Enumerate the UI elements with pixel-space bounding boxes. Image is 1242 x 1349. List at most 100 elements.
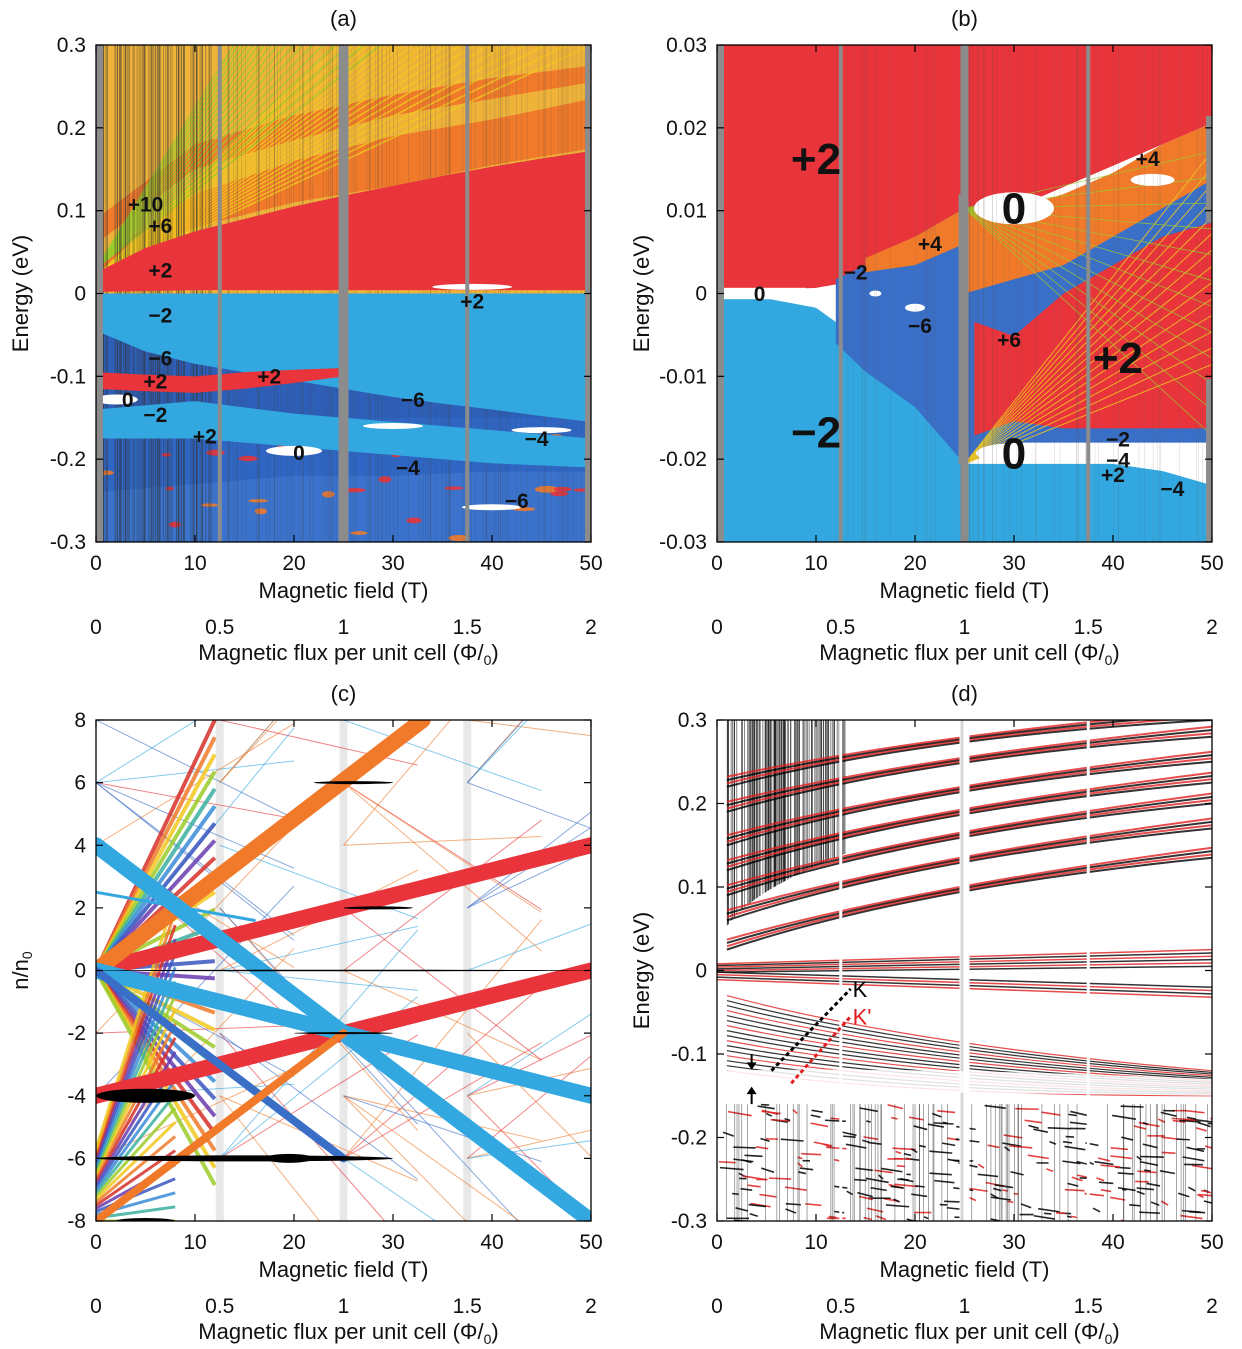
rainbow-fan <box>96 924 177 1156</box>
x2-tick-label: 2 <box>585 616 597 639</box>
gap-white <box>869 290 882 297</box>
rainbow-fan <box>96 1135 177 1204</box>
x2-tick-label: 1.5 <box>453 616 482 639</box>
lower-spectrum <box>1182 1156 1205 1162</box>
lower-spectrum <box>759 1193 777 1198</box>
lower-spectrum <box>937 1110 956 1114</box>
band-label: +6 <box>148 215 172 238</box>
weak-line <box>343 1032 519 1221</box>
black-gap <box>294 1032 393 1035</box>
green-fan <box>96 45 235 270</box>
rainbow-fan <box>96 966 177 1166</box>
x2-axis-label-main: Magnetic flux per unit cell (Φ/ <box>819 1319 1105 1344</box>
rainbow-fan <box>96 1037 177 1182</box>
lower-spectrum <box>1186 1116 1197 1120</box>
lower-spectrum <box>1003 1134 1023 1139</box>
lower-spectrum <box>780 1138 804 1142</box>
spectrum-fragment <box>350 531 368 535</box>
weak-line <box>343 782 542 952</box>
lower-spectrum <box>722 1131 735 1137</box>
lower-spectrum <box>1203 1200 1212 1204</box>
band-label: +2 <box>460 290 484 313</box>
lower-spectrum <box>895 1150 902 1155</box>
spectrum-fragment <box>343 488 366 493</box>
weak-line <box>343 1157 437 1221</box>
lower-spectrum <box>941 1142 956 1147</box>
gap-white <box>363 423 423 430</box>
x-tick-label: 20 <box>282 1231 305 1254</box>
lower-spectrum <box>1109 1196 1126 1201</box>
lower-spectrum <box>913 1125 928 1131</box>
plot-area <box>96 720 591 1221</box>
band-label: +2 <box>143 371 167 394</box>
lower-spectrum <box>1015 1107 1039 1111</box>
lower-spectrum <box>1070 1110 1089 1117</box>
black-gap <box>343 906 413 910</box>
y-tick-label: 4 <box>74 834 86 857</box>
x-tick-label: 0 <box>90 1231 102 1254</box>
band-label: −2 <box>791 408 841 457</box>
lower-spectrum <box>1196 1193 1204 1199</box>
lower-spectrum <box>824 1119 846 1123</box>
y-axis-label: Energy (eV) <box>629 235 654 352</box>
weak-line <box>219 1095 321 1221</box>
x-tick-label: 50 <box>1200 552 1223 575</box>
lower-spectrum <box>1062 1140 1073 1144</box>
x-tick-label: 0 <box>90 552 102 575</box>
lower-spectrum <box>1197 1121 1211 1128</box>
gap-white <box>974 192 1054 225</box>
band-streak <box>726 802 1212 897</box>
lower-spectrum <box>761 1110 781 1115</box>
green-fan <box>96 45 279 270</box>
band-label: +2 <box>1093 334 1143 383</box>
x2-axis-label-close: ) <box>1112 1319 1119 1344</box>
lower-spectrum <box>890 1185 904 1189</box>
lower-spectrum <box>908 1116 924 1121</box>
arrow-down-head <box>746 1062 757 1070</box>
lower-spectrum <box>757 1105 775 1110</box>
x-tick-label: 30 <box>1002 552 1025 575</box>
lower-spectrum <box>1110 1155 1132 1160</box>
x2-tick-label: 2 <box>1206 616 1218 639</box>
gap-column-line <box>960 720 964 1221</box>
x2-tick-label: 0.5 <box>826 616 855 639</box>
lower-spectrum <box>845 1143 867 1149</box>
lower-spectrum <box>1181 1209 1201 1214</box>
green-fan <box>96 45 272 270</box>
x2-tick-label: 0 <box>711 616 723 639</box>
lower-spectrum <box>1076 1160 1088 1165</box>
x-tick-label: 40 <box>1101 552 1124 575</box>
lower-spectrum <box>867 1141 882 1145</box>
weak-line <box>343 720 452 846</box>
lower-spectrum <box>887 1103 904 1110</box>
band-streak <box>726 792 1212 887</box>
y-tick-label: -2 <box>67 1022 86 1045</box>
spectrum-fragment <box>254 508 268 515</box>
lower-spectrum <box>1157 1118 1166 1124</box>
lower-spectrum <box>894 1183 919 1188</box>
lower-spectrum <box>987 1144 1000 1149</box>
lower-spectrum <box>915 1184 925 1188</box>
lower-spectrum <box>1136 1187 1155 1191</box>
lower-spectrum <box>994 1184 1014 1189</box>
band-label: −4 <box>396 457 420 480</box>
panel-d-plot: KK' <box>716 719 1213 1222</box>
panel-b: +20+4+40−2−6+6 +2−2 0 −2−4+2−4 (b)0 10 20 30 40… <box>629 6 1224 668</box>
lower-spectrum <box>896 1165 905 1168</box>
lower-spectrum <box>765 1112 773 1117</box>
hof-orange <box>865 208 965 273</box>
lower-spectrum <box>1067 1182 1079 1187</box>
weak-line <box>96 782 295 820</box>
x-tick-label: 0 <box>711 1231 723 1254</box>
black-gap <box>313 781 393 785</box>
band-streak <box>726 781 1212 872</box>
lower-spectrum <box>1098 1181 1114 1185</box>
lower-spectrum <box>1150 1201 1160 1206</box>
lower-spectrum <box>866 1120 871 1123</box>
y-tick-label: -0.02 <box>659 448 707 471</box>
band-streak <box>726 720 1212 788</box>
gap-column <box>959 720 970 1221</box>
lower-spectrum <box>1146 1182 1161 1187</box>
weak-line <box>467 848 591 909</box>
y-tick-label: 0 <box>695 960 707 983</box>
